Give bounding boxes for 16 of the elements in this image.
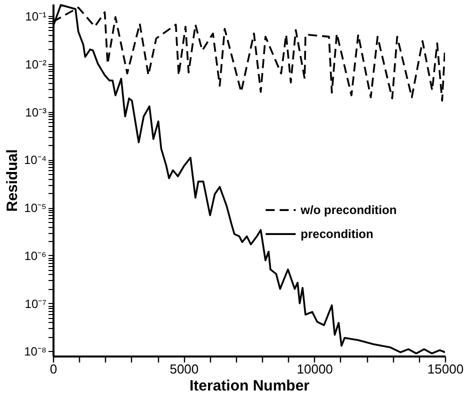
- x-tick-label: 10000: [296, 362, 333, 376]
- y-tick-label: 10⁻⁵: [24, 201, 47, 216]
- x-tick-label: 5000: [170, 362, 199, 376]
- x-axis-title: Iteration Number: [189, 378, 310, 394]
- y-tick-label: 10⁻¹: [25, 9, 47, 24]
- y-axis-title: Residual: [4, 149, 21, 212]
- y-tick-label: 10⁻³: [25, 105, 47, 120]
- legend-label: w/o precondition: [300, 203, 397, 218]
- y-tick-label: 10⁻⁶: [24, 248, 47, 263]
- y-tick-label: 10⁻⁷: [24, 296, 46, 311]
- x-tick-label: 0: [50, 362, 58, 376]
- legend-label: precondition: [300, 227, 374, 242]
- x-tick-label: 15000: [427, 362, 464, 376]
- y-tick-label: 10⁻⁴: [24, 153, 46, 168]
- y-tick-label: 10⁻⁸: [24, 344, 46, 359]
- y-tick-label: 10⁻²: [25, 57, 47, 72]
